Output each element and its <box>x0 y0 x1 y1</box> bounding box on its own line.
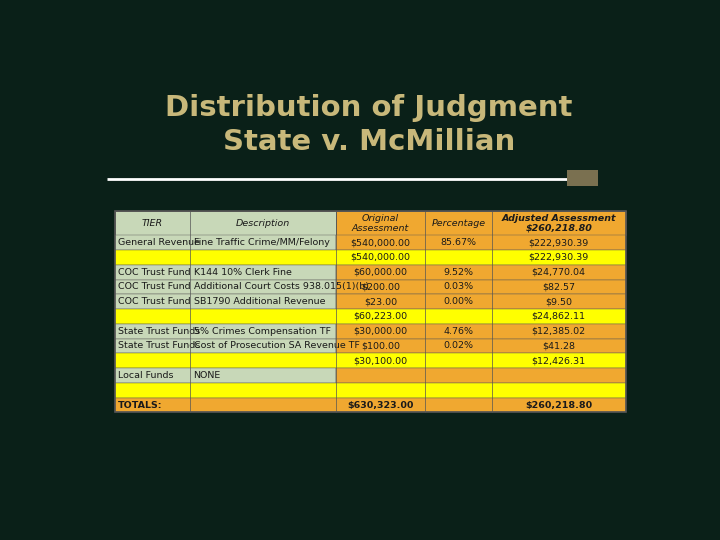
FancyBboxPatch shape <box>114 250 626 265</box>
Text: 9.52%: 9.52% <box>444 268 474 276</box>
Text: $30,000.00: $30,000.00 <box>354 327 408 336</box>
FancyBboxPatch shape <box>114 397 626 413</box>
Text: $24,862.11: $24,862.11 <box>532 312 586 321</box>
FancyBboxPatch shape <box>336 211 626 235</box>
FancyBboxPatch shape <box>114 368 336 383</box>
Text: COC Trust Fund: COC Trust Fund <box>118 268 191 276</box>
FancyBboxPatch shape <box>567 171 598 186</box>
FancyBboxPatch shape <box>336 280 626 294</box>
Text: $260,218.80: $260,218.80 <box>525 401 593 409</box>
Text: $9.50: $9.50 <box>545 297 572 306</box>
Text: $630,323.00: $630,323.00 <box>348 401 414 409</box>
Text: COC Trust Fund: COC Trust Fund <box>118 282 191 292</box>
Text: 0.03%: 0.03% <box>444 282 474 292</box>
Text: $100.00: $100.00 <box>361 341 400 350</box>
FancyBboxPatch shape <box>114 353 626 368</box>
FancyBboxPatch shape <box>336 339 626 353</box>
Text: Adjusted Assessment
$260,218.80: Adjusted Assessment $260,218.80 <box>501 214 616 233</box>
Text: $41.28: $41.28 <box>542 341 575 350</box>
Text: Fine Traffic Crime/MM/Felony: Fine Traffic Crime/MM/Felony <box>194 238 330 247</box>
Text: Distribution of Judgment
State v. McMillian: Distribution of Judgment State v. McMill… <box>166 94 572 156</box>
Text: General Revenue: General Revenue <box>118 238 200 247</box>
Text: $60,000.00: $60,000.00 <box>354 268 408 276</box>
Text: 0.02%: 0.02% <box>444 341 474 350</box>
FancyBboxPatch shape <box>336 265 626 280</box>
Text: $60,223.00: $60,223.00 <box>354 312 408 321</box>
Text: Cost of Prosecution SA Revenue TF: Cost of Prosecution SA Revenue TF <box>194 341 359 350</box>
Text: State Trust Funds: State Trust Funds <box>118 341 200 350</box>
FancyBboxPatch shape <box>114 294 336 309</box>
Text: State Trust Funds: State Trust Funds <box>118 327 200 336</box>
FancyBboxPatch shape <box>336 368 626 383</box>
FancyBboxPatch shape <box>114 265 336 280</box>
FancyBboxPatch shape <box>114 280 336 294</box>
Text: $200.00: $200.00 <box>361 282 400 292</box>
Text: Local Funds: Local Funds <box>118 371 174 380</box>
Text: NONE: NONE <box>194 371 221 380</box>
Text: $222,930.39: $222,930.39 <box>528 238 589 247</box>
Text: SB1790 Additional Revenue: SB1790 Additional Revenue <box>194 297 325 306</box>
Text: $12,426.31: $12,426.31 <box>531 356 586 365</box>
Text: $222,930.39: $222,930.39 <box>528 253 589 262</box>
FancyBboxPatch shape <box>114 339 336 353</box>
FancyBboxPatch shape <box>336 324 626 339</box>
Text: Additional Court Costs 938.015(1)(b): Additional Court Costs 938.015(1)(b) <box>194 282 369 292</box>
Text: $12,385.02: $12,385.02 <box>531 327 586 336</box>
FancyBboxPatch shape <box>114 324 336 339</box>
Text: Original
Assessment: Original Assessment <box>352 214 409 233</box>
FancyBboxPatch shape <box>114 211 336 235</box>
FancyBboxPatch shape <box>336 294 626 309</box>
Text: $24,770.04: $24,770.04 <box>532 268 586 276</box>
Text: $23.00: $23.00 <box>364 297 397 306</box>
Text: $540,000.00: $540,000.00 <box>351 238 410 247</box>
Text: COC Trust Fund: COC Trust Fund <box>118 297 191 306</box>
Text: Percentage: Percentage <box>431 219 485 228</box>
Text: TIER: TIER <box>142 219 163 228</box>
FancyBboxPatch shape <box>114 383 626 397</box>
Text: $30,100.00: $30,100.00 <box>354 356 408 365</box>
FancyBboxPatch shape <box>114 309 626 324</box>
Text: K144 10% Clerk Fine: K144 10% Clerk Fine <box>194 268 292 276</box>
Text: 85.67%: 85.67% <box>441 238 477 247</box>
Text: 4.76%: 4.76% <box>444 327 474 336</box>
Text: $540,000.00: $540,000.00 <box>351 253 410 262</box>
Text: TOTALS:: TOTALS: <box>118 401 163 409</box>
FancyBboxPatch shape <box>114 235 336 250</box>
Text: Description: Description <box>236 219 290 228</box>
Text: $82.57: $82.57 <box>542 282 575 292</box>
Text: 0.00%: 0.00% <box>444 297 474 306</box>
FancyBboxPatch shape <box>336 235 626 250</box>
Text: 5% Crimes Compensation TF: 5% Crimes Compensation TF <box>194 327 330 336</box>
